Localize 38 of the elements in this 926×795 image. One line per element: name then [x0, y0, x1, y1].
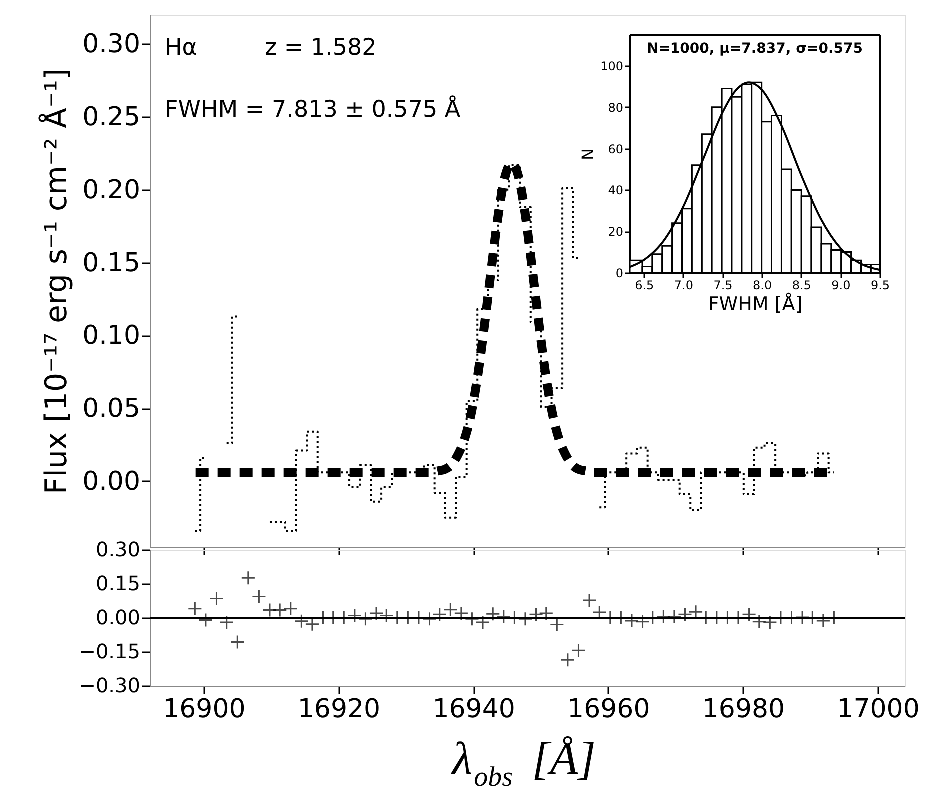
y-tick-label: 0.30: [96, 538, 140, 562]
y-tick-label: 80: [608, 100, 624, 115]
y-axis-title: Flux [10⁻¹⁷ erg s⁻¹ cm⁻² Å⁻¹]: [38, 68, 75, 495]
y-tick-label: 0.30: [82, 30, 140, 60]
x-tick-label: 8.0: [753, 278, 772, 292]
x-tick-label: 16900: [163, 694, 246, 724]
y-tick-label: 0.00: [82, 466, 140, 497]
x-tick-label: 17000: [837, 694, 920, 724]
y-tick-label: 40: [608, 184, 624, 198]
x-tick-label: 7.0: [674, 278, 694, 292]
y-tick-label: 0.10: [82, 321, 140, 352]
y-axis-title: N: [578, 148, 598, 160]
y-tick-label: 0.05: [82, 394, 140, 424]
y-tick-label: 0.20: [82, 175, 140, 206]
y-tick-label: 20: [608, 225, 624, 240]
y-tick-label: 60: [608, 142, 624, 156]
x-tick-label: 16940: [432, 694, 516, 724]
x-tick-label: 7.5: [714, 278, 733, 292]
y-tick-label: −0.30: [79, 674, 140, 698]
y-tick-label: 0: [616, 266, 624, 280]
chart-title: N=1000, μ=7.837, σ=0.575: [646, 41, 864, 57]
x-tick-label: 16960: [568, 694, 650, 724]
y-tick-label: 0.25: [82, 102, 140, 133]
x-tick-label: 6.5: [635, 278, 654, 292]
y-tick-label: −0.15: [79, 640, 140, 664]
annotation: z = 1.582: [265, 35, 377, 61]
x-tick-label: 9.0: [832, 278, 851, 292]
annotation: FWHM = 7.813 ± 0.575 Å: [165, 95, 461, 123]
x-tick-label: 16980: [702, 694, 786, 724]
y-tick-label: 0.00: [96, 606, 140, 630]
y-tick-label: 0.15: [96, 572, 140, 596]
x-tick-label: 16920: [298, 694, 381, 724]
annotation: Hα: [165, 35, 198, 61]
x-tick-label: 8.5: [792, 278, 812, 292]
x-axis-title: FWHM [Å]: [708, 292, 803, 316]
y-tick-label: 0.15: [82, 248, 140, 278]
x-tick-label: 9.5: [870, 278, 890, 292]
y-tick-label: 100: [600, 60, 624, 74]
